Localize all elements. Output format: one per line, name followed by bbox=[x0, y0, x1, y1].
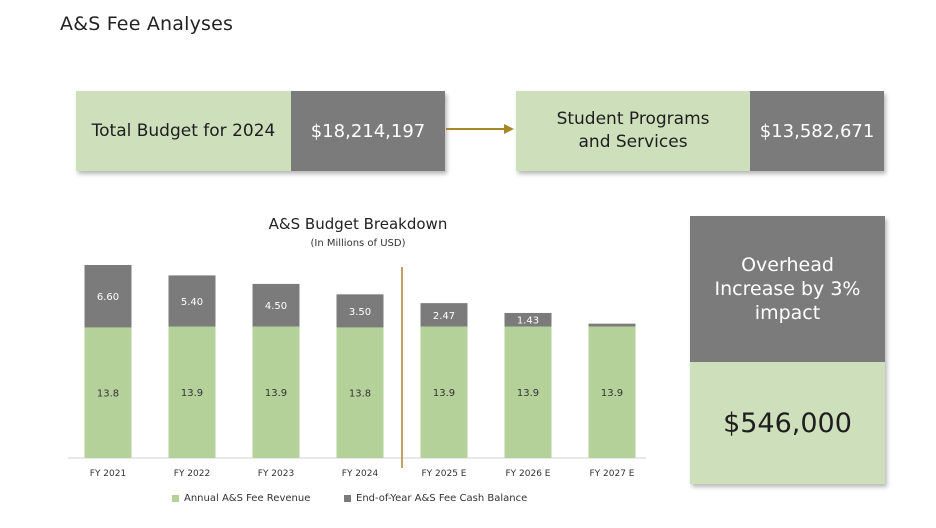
bar-cash-balance-1 bbox=[168, 275, 216, 327]
data-label-cash-balance-5: 1.43 bbox=[517, 316, 539, 327]
chart-title: A&S Budget Breakdown bbox=[268, 215, 448, 233]
data-label-cash-balance-1: 5.40 bbox=[181, 297, 203, 308]
legend-revenue-label: Annual A&S Fee Revenue bbox=[184, 493, 311, 504]
chart-subtitle: (In Millions of USD) bbox=[310, 238, 406, 249]
bar-revenue-0 bbox=[84, 327, 132, 458]
data-label-cash-balance-4: 2.47 bbox=[433, 311, 455, 322]
data-label-revenue-2: 13.9 bbox=[265, 388, 287, 399]
x-tick-label-0: FY 2021 bbox=[90, 469, 126, 479]
data-label-revenue-1: 13.9 bbox=[181, 388, 203, 399]
legend-cash-balance-label: End-of-Year A&S Fee Cash Balance bbox=[356, 493, 528, 504]
total-budget-label: Total Budget for 2024 bbox=[76, 91, 291, 171]
student-programs-label: Student Programs and Services bbox=[516, 91, 751, 171]
legend-revenue: Annual A&S Fee Revenue bbox=[172, 493, 310, 504]
x-tick-label-2: FY 2023 bbox=[258, 469, 294, 479]
bar-cash-balance-0 bbox=[84, 265, 132, 328]
data-label-cash-balance-2: 4.50 bbox=[265, 301, 287, 312]
x-tick-label-4: FY 2025 E bbox=[422, 469, 467, 479]
x-tick-label-6: FY 2027 E bbox=[590, 469, 635, 479]
overhead-impact-value: $546,000 bbox=[690, 362, 885, 484]
bar-revenue-5 bbox=[504, 326, 552, 458]
data-label-revenue-6: 13.9 bbox=[601, 388, 623, 399]
bar-cash-balance-5 bbox=[504, 312, 552, 327]
data-label-cash-balance-3: 3.50 bbox=[349, 307, 371, 318]
data-label-revenue-0: 13.8 bbox=[97, 389, 119, 400]
total-budget-value: $18,214,197 bbox=[291, 91, 445, 171]
x-tick-label-1: FY 2022 bbox=[174, 469, 210, 479]
student-programs-card: Student Programs and Services $13,582,67… bbox=[516, 91, 884, 171]
bar-cash-balance-6 bbox=[588, 323, 636, 327]
arrow-right-icon bbox=[446, 124, 514, 134]
overhead-impact-label: Overhead Increase by 3% impact bbox=[690, 216, 885, 362]
bar-revenue-4 bbox=[420, 326, 468, 458]
x-tick-label-5: FY 2026 E bbox=[506, 469, 551, 479]
page-title: A&S Fee Analyses bbox=[60, 13, 234, 35]
bar-revenue-1 bbox=[168, 326, 216, 458]
legend-revenue-swatch bbox=[172, 495, 179, 502]
legend-cash-balance-swatch bbox=[344, 495, 351, 502]
data-label-cash-balance-0: 6.60 bbox=[97, 292, 119, 303]
bar-cash-balance-4 bbox=[420, 303, 468, 327]
data-label-revenue-4: 13.9 bbox=[433, 388, 455, 399]
data-label-revenue-5: 13.9 bbox=[517, 388, 539, 399]
bar-revenue-6 bbox=[588, 326, 636, 458]
data-label-revenue-3: 13.8 bbox=[349, 389, 371, 400]
bar-revenue-2 bbox=[252, 326, 300, 458]
bar-cash-balance-3 bbox=[336, 294, 384, 328]
budget-breakdown-chart: 13.8 6.60 FY 2021 13.9 5.40 FY 2022 13.9 4.50 FY… bbox=[68, 265, 646, 479]
total-budget-card: Total Budget for 2024 $18,214,197 bbox=[76, 91, 445, 171]
overhead-impact-card: Overhead Increase by 3% impact $546,000 bbox=[690, 216, 885, 484]
student-programs-value: $13,582,671 bbox=[750, 91, 884, 171]
bar-cash-balance-2 bbox=[252, 283, 300, 327]
bar-revenue-3 bbox=[336, 327, 384, 458]
x-tick-label-3: FY 2024 bbox=[342, 469, 379, 479]
legend-cash-balance: End-of-Year A&S Fee Cash Balance bbox=[344, 493, 527, 504]
